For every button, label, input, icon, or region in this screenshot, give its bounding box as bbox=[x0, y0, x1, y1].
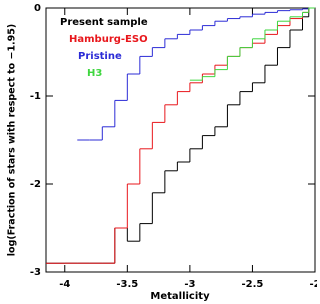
x-axis-label: Metallicity bbox=[150, 291, 210, 302]
legend-entry: Present sample bbox=[60, 17, 148, 28]
legend-entry: H3 bbox=[87, 68, 102, 79]
x-tick-label: -2 bbox=[309, 279, 317, 290]
plot-frame bbox=[45, 7, 316, 273]
y-axis-label: log(Fraction of stars with respect to −1… bbox=[7, 24, 18, 256]
y-tick-label: -2 bbox=[30, 179, 41, 190]
legend-entry: Pristine bbox=[78, 51, 122, 62]
y-tick-label: -1 bbox=[30, 91, 41, 102]
legend-entry: Hamburg-ESO bbox=[69, 34, 148, 45]
y-tick-label: 0 bbox=[34, 3, 41, 14]
x-tick-label: -3 bbox=[184, 279, 195, 290]
x-tick-label: -4 bbox=[59, 279, 70, 290]
x-tick-label: -2.5 bbox=[242, 279, 264, 290]
x-tick-label: -3.5 bbox=[116, 279, 138, 290]
y-tick-label: -3 bbox=[30, 267, 41, 278]
